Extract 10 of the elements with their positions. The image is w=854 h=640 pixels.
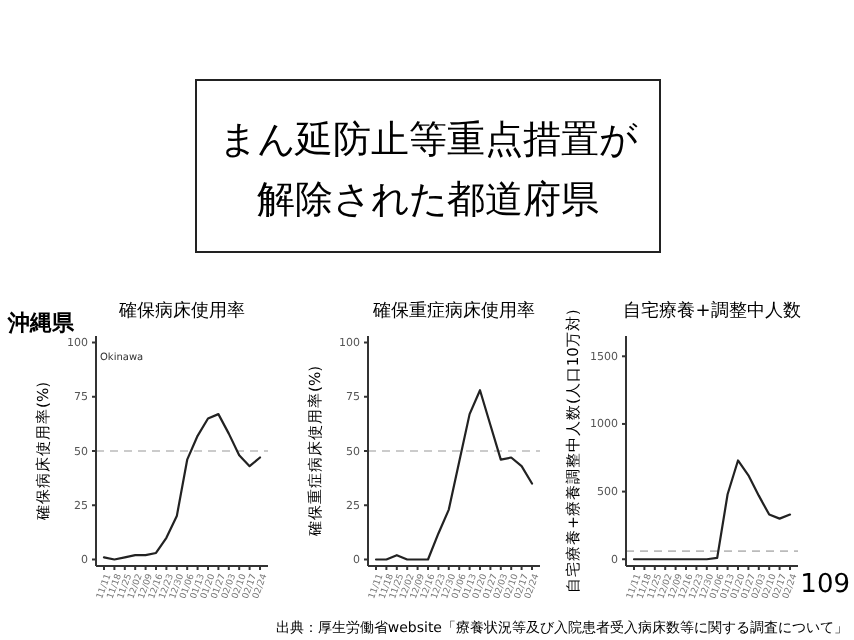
chart-title: 自宅療養+調整中人数 — [623, 300, 801, 322]
text: 解除された都道府県 — [257, 178, 599, 222]
line-series — [632, 459, 792, 561]
text: まん延防止等重点措置が — [219, 118, 639, 162]
chart-title: 確保病床使用率 — [117, 300, 245, 322]
line-series — [102, 413, 262, 561]
text: 沖縄県 — [6, 310, 76, 336]
chart-title: 確保重症病床使用率 — [371, 300, 535, 322]
line-series — [374, 389, 534, 561]
text: 109 — [800, 570, 850, 600]
